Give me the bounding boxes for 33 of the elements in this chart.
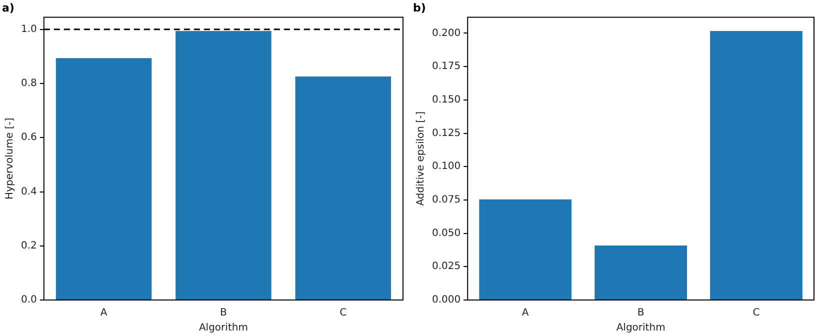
x-axis-title: Algorithm	[198, 322, 248, 334]
y-tick-label: 0.8	[20, 78, 37, 90]
y-tick-label: 0.075	[432, 194, 461, 206]
bar	[295, 76, 392, 300]
x-tick-label: B	[637, 308, 644, 319]
bar	[56, 58, 152, 300]
x-tick-label: A	[100, 308, 108, 319]
y-tick-label: 0.025	[432, 261, 461, 272]
chart-title: b)	[413, 1, 426, 14]
y-tick-label: 0.6	[20, 132, 37, 144]
bar	[176, 31, 272, 300]
y-tick-label: 0.050	[432, 228, 461, 239]
x-tick-label: C	[340, 308, 347, 319]
y-tick-label: 0.100	[432, 161, 461, 172]
x-tick-label: C	[752, 308, 760, 319]
y-axis-title: Hypervolume [-]	[4, 118, 16, 200]
y-tick-label: 0.0	[20, 294, 37, 306]
y-tick-label: 0.2	[20, 240, 37, 252]
x-tick-label: B	[220, 308, 228, 319]
y-tick-label: 1.0	[20, 24, 37, 35]
y-tick-label: 0.4	[20, 186, 37, 198]
bar	[594, 245, 687, 300]
y-tick-label: 0.000	[432, 294, 461, 306]
chart-title: a)	[2, 1, 14, 14]
y-tick-label: 0.150	[432, 94, 461, 106]
x-tick-label: A	[522, 308, 529, 319]
bar	[479, 199, 572, 300]
y-axis-title: Additive epsilon [-]	[416, 111, 427, 206]
y-tick-label: 0.200	[432, 28, 461, 39]
x-axis-title: Algorithm	[616, 322, 666, 334]
y-tick-label: 0.125	[432, 128, 461, 139]
bar	[710, 30, 802, 300]
y-tick-label: 0.175	[432, 61, 461, 72]
